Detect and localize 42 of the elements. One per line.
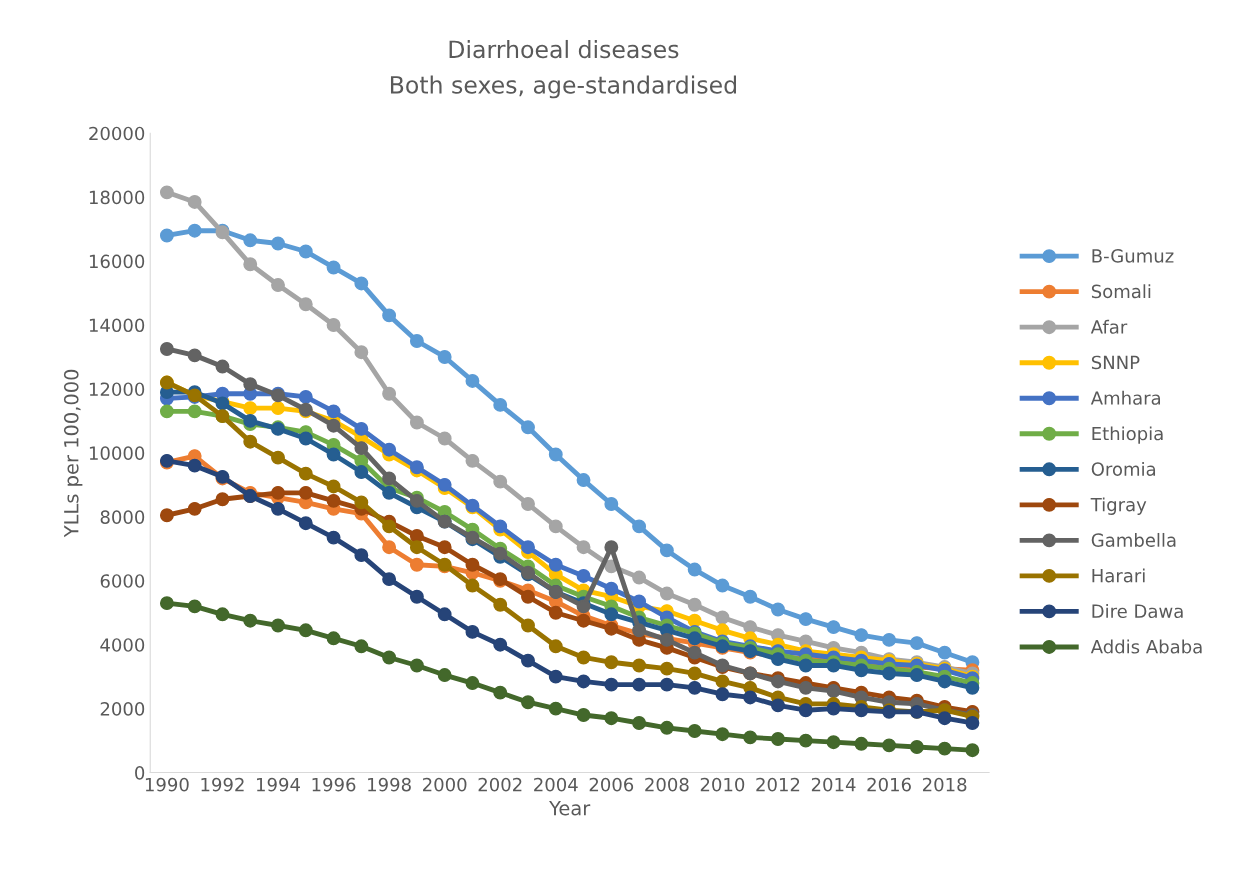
legend-label: Harari (1092, 568, 1145, 583)
x-tick-label: 2016 (867, 777, 911, 792)
legend-label: Tigray (1090, 497, 1147, 515)
x-tick-label: 1990 (145, 777, 189, 792)
x-axis-title: Year (549, 801, 591, 816)
y-tick-label: 8000 (100, 510, 145, 524)
x-tick-label: 2010 (700, 777, 745, 792)
x-tick-label: 1996 (312, 777, 356, 792)
legend-label: SNNP (1091, 355, 1140, 370)
legend-label: B-Gumuz (1092, 249, 1174, 263)
y-tick-label: 6000 (100, 574, 145, 588)
x-tick-label: 1994 (257, 777, 300, 792)
legend-label: Gambella (1091, 532, 1176, 547)
x-tick-label: 2014 (811, 777, 856, 792)
x-tick-label: 2012 (756, 777, 800, 792)
y-tick-label: 18000 (89, 190, 145, 205)
legend-label: Somali (1091, 284, 1151, 299)
y-tick-label: 12000 (89, 382, 145, 397)
legend-label: Amhara (1090, 390, 1161, 405)
y-tick-label: 0 (135, 766, 145, 780)
y-tick-label: 14000 (89, 318, 145, 333)
x-tick-label: 2018 (922, 777, 967, 792)
legend-label: Ethiopia (1092, 426, 1163, 444)
y-tick-label: 10000 (89, 446, 145, 460)
x-tick-label: 2004 (534, 777, 578, 792)
legend-label: Dire Dawa (1092, 604, 1183, 618)
x-tick-label: 1998 (368, 777, 411, 792)
y-tick-label: 2000 (100, 702, 145, 716)
x-tick-label: 2002 (478, 777, 522, 792)
y-axis-title: YLLs per 100,000 (63, 369, 83, 538)
x-tick-label: 2000 (423, 777, 467, 792)
y-tick-label: 20000 (89, 126, 145, 141)
y-tick-label: 4000 (100, 638, 145, 652)
chart-title: Diarrhoeal diseases (449, 39, 679, 59)
x-tick-label: 2008 (645, 777, 689, 792)
x-tick-label: 1992 (201, 777, 244, 792)
legend-label: Oromia (1091, 461, 1156, 476)
x-tick-label: 2006 (589, 777, 634, 792)
legend-label: Addis Ababa (1090, 639, 1202, 654)
chart-subtitle: Both sexes, age-standardised (390, 75, 736, 99)
legend-label: Afar (1090, 319, 1128, 334)
y-tick-label: 16000 (89, 254, 145, 269)
